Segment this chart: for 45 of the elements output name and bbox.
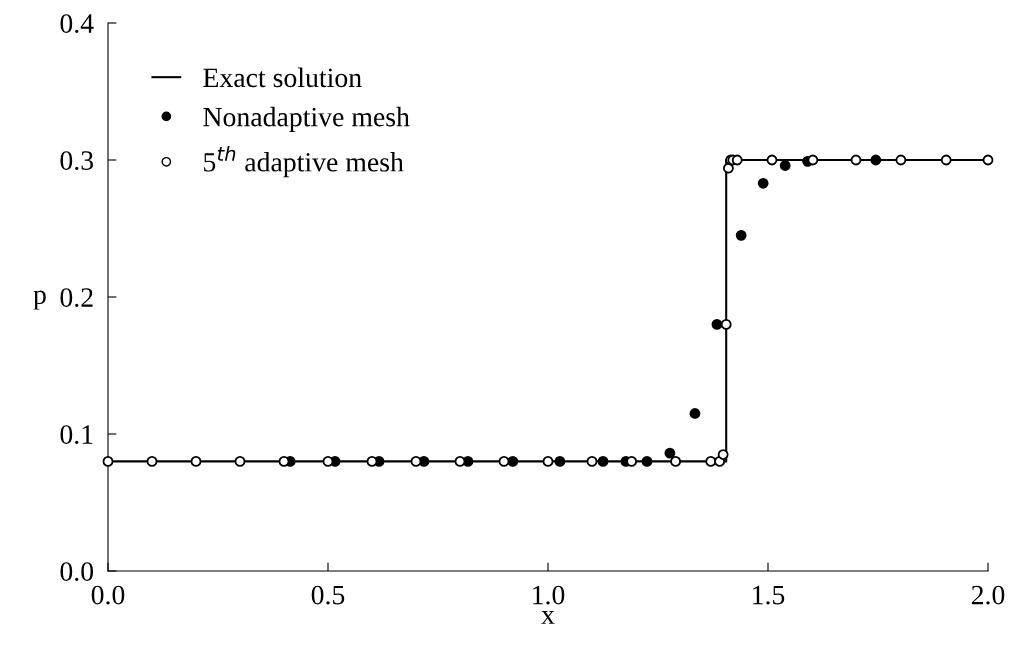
y-tick-label: 0.1 — [60, 425, 93, 445]
point — [146, 455, 158, 467]
point — [554, 455, 566, 467]
legend-label: Exact solution — [203, 67, 362, 88]
point — [597, 455, 609, 467]
point — [850, 154, 862, 166]
point — [757, 177, 769, 189]
x-tick-label: 1.5 — [753, 585, 785, 605]
point — [895, 154, 907, 166]
y-axis-title: p — [33, 290, 46, 310]
point — [982, 154, 994, 166]
point — [641, 455, 653, 467]
y-tick-label: 0.3 — [60, 151, 94, 171]
point — [766, 154, 778, 166]
point — [779, 160, 791, 171]
point — [705, 455, 717, 467]
legend-label: Nonadaptive mesh — [203, 106, 410, 133]
x-tick-label: 0.5 — [311, 585, 345, 605]
point — [735, 229, 747, 241]
point — [190, 455, 202, 467]
x-tick-label: 0.0 — [91, 585, 125, 605]
point — [234, 455, 246, 467]
point — [507, 455, 519, 467]
point — [664, 447, 676, 459]
point — [670, 455, 682, 467]
point — [542, 455, 554, 467]
point — [689, 408, 701, 419]
point — [711, 318, 723, 330]
point — [498, 455, 510, 467]
y-tick-label: 0.4 — [60, 14, 94, 34]
point — [102, 455, 114, 467]
point — [807, 154, 819, 166]
point — [717, 449, 729, 460]
x-tick-label: 1.0 — [533, 585, 565, 605]
point — [722, 162, 734, 174]
x-tick-label: 2.0 — [971, 585, 1005, 605]
y-tick-label: 0.0 — [60, 562, 94, 582]
x-axis-title: x — [541, 611, 555, 624]
point — [731, 154, 743, 166]
point — [586, 455, 598, 467]
legend-label: 5$^{th}$ adaptive mesh — [204, 145, 404, 178]
point — [720, 318, 732, 330]
point — [940, 154, 952, 166]
point — [870, 154, 882, 166]
y-tick-label: 0.2 — [60, 288, 93, 308]
